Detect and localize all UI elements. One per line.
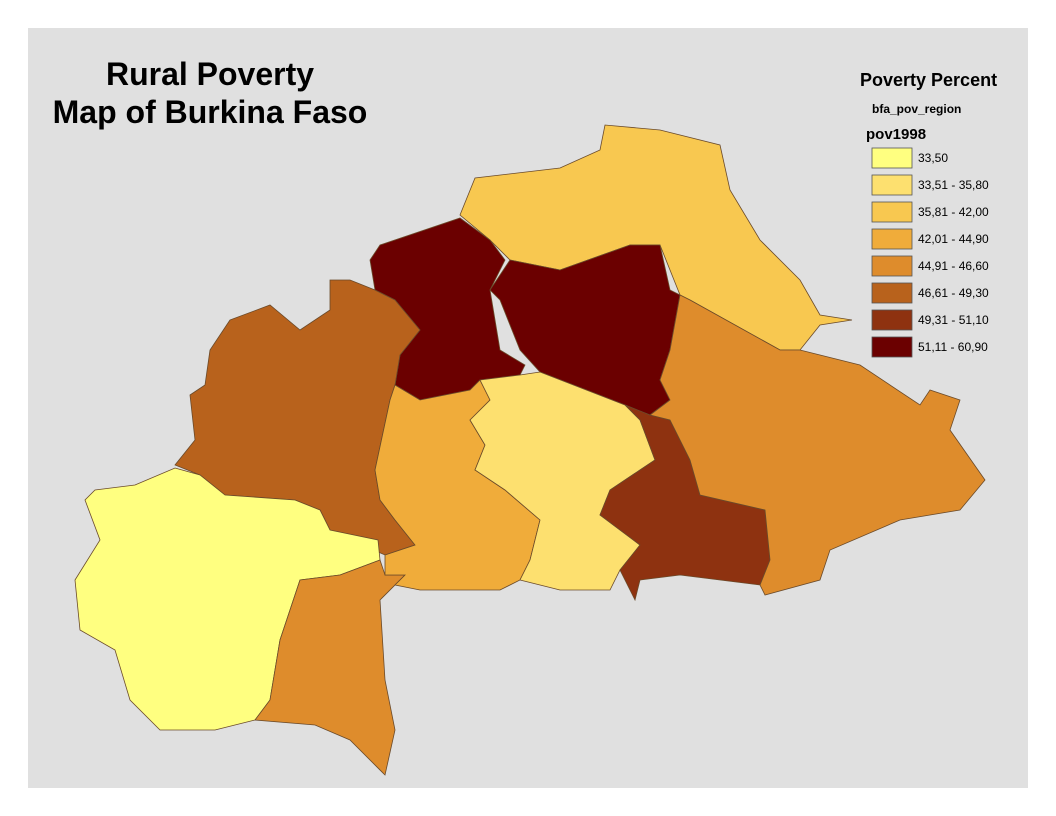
legend-title: Poverty Percent xyxy=(860,70,997,90)
legend-swatch xyxy=(871,174,913,196)
legend-swatch xyxy=(871,201,913,223)
map-title: Map of Burkina Faso xyxy=(53,94,368,130)
legend-label: 51,11 - 60,90 xyxy=(918,340,988,354)
legend-label: 46,61 - 49,30 xyxy=(918,286,989,300)
legend-layer: bfa_pov_region xyxy=(872,102,961,116)
legend-label: 44,91 - 46,60 xyxy=(918,259,989,273)
legend: 33,50 33,51 - 35,80 35,81 - 42,00 42,01 - 4… xyxy=(871,147,989,358)
legend-label: 42,01 - 44,90 xyxy=(918,232,989,246)
map-title: Rural Poverty xyxy=(106,56,314,92)
legend-field: pov1998 xyxy=(866,126,926,143)
legend-swatch xyxy=(871,282,913,304)
legend-label: 33,51 - 35,80 xyxy=(918,178,989,192)
legend-swatch xyxy=(871,336,913,358)
legend-swatch xyxy=(871,255,913,277)
region xyxy=(649,294,986,596)
legend-swatch xyxy=(871,309,913,331)
legend-label: 35,81 - 42,00 xyxy=(918,205,989,219)
legend-label: 33,50 xyxy=(918,151,948,165)
legend-swatch xyxy=(871,228,913,250)
regions xyxy=(74,124,986,776)
legend-swatch xyxy=(871,147,913,169)
legend-label: 49,31 - 51,10 xyxy=(918,313,989,327)
